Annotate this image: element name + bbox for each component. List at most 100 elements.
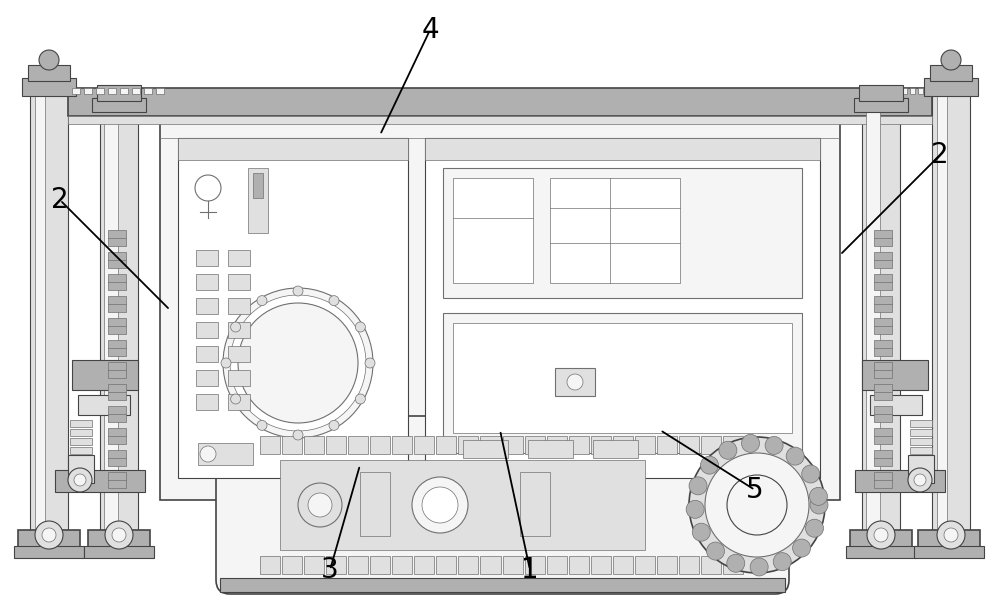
- Bar: [723, 556, 743, 574]
- Bar: [156, 88, 164, 94]
- Bar: [392, 556, 412, 574]
- Circle shape: [810, 496, 828, 514]
- Circle shape: [719, 441, 737, 460]
- Bar: [160, 120, 840, 500]
- Bar: [228, 322, 250, 338]
- Bar: [924, 78, 978, 96]
- Bar: [108, 318, 126, 334]
- Bar: [591, 436, 611, 454]
- Circle shape: [231, 394, 241, 404]
- Circle shape: [68, 468, 92, 492]
- Bar: [108, 230, 126, 246]
- Bar: [874, 362, 892, 378]
- Circle shape: [257, 420, 267, 431]
- Bar: [910, 429, 932, 436]
- Circle shape: [786, 447, 804, 465]
- Circle shape: [231, 322, 241, 332]
- Bar: [260, 436, 280, 454]
- Bar: [874, 340, 892, 356]
- Bar: [88, 530, 150, 548]
- Circle shape: [308, 493, 332, 517]
- Bar: [370, 436, 390, 454]
- Bar: [894, 88, 899, 94]
- Bar: [228, 298, 250, 314]
- Bar: [635, 556, 655, 574]
- Bar: [30, 85, 68, 535]
- Bar: [679, 556, 699, 574]
- Bar: [555, 368, 595, 396]
- Bar: [78, 395, 130, 415]
- Bar: [874, 230, 892, 246]
- Circle shape: [805, 519, 823, 537]
- Bar: [926, 88, 931, 94]
- Bar: [198, 443, 253, 465]
- Bar: [108, 252, 126, 268]
- Bar: [108, 406, 126, 422]
- Bar: [108, 362, 126, 378]
- Bar: [196, 322, 218, 338]
- Bar: [70, 438, 92, 445]
- Circle shape: [230, 295, 366, 431]
- Circle shape: [692, 523, 710, 541]
- Circle shape: [727, 554, 745, 572]
- Bar: [657, 436, 677, 454]
- Bar: [108, 428, 126, 444]
- Bar: [874, 428, 892, 444]
- Circle shape: [750, 558, 768, 576]
- Bar: [874, 252, 892, 268]
- Bar: [874, 384, 892, 400]
- Circle shape: [689, 437, 825, 573]
- Bar: [108, 472, 126, 488]
- Bar: [228, 394, 250, 410]
- Bar: [635, 436, 655, 454]
- Circle shape: [707, 542, 725, 560]
- Bar: [458, 556, 478, 574]
- Bar: [436, 556, 456, 574]
- Bar: [918, 88, 923, 94]
- Circle shape: [809, 487, 827, 505]
- Bar: [569, 436, 589, 454]
- Bar: [520, 472, 550, 536]
- Bar: [28, 65, 70, 81]
- Circle shape: [355, 322, 365, 332]
- Bar: [178, 138, 408, 478]
- Bar: [100, 105, 138, 535]
- Circle shape: [221, 358, 231, 368]
- Bar: [425, 138, 820, 160]
- Bar: [878, 88, 883, 94]
- Bar: [132, 88, 140, 94]
- Bar: [874, 296, 892, 312]
- Text: 2: 2: [51, 186, 69, 214]
- Circle shape: [773, 553, 791, 570]
- Bar: [701, 436, 721, 454]
- Circle shape: [701, 456, 719, 474]
- Bar: [910, 88, 915, 94]
- Bar: [253, 173, 263, 198]
- Circle shape: [223, 288, 373, 438]
- Bar: [97, 85, 141, 101]
- Bar: [870, 88, 875, 94]
- Bar: [874, 450, 892, 466]
- Bar: [453, 323, 792, 433]
- Bar: [701, 556, 721, 574]
- Bar: [908, 455, 934, 483]
- Bar: [178, 138, 408, 160]
- Circle shape: [35, 521, 63, 549]
- Circle shape: [42, 528, 56, 542]
- Bar: [902, 88, 907, 94]
- Bar: [70, 429, 92, 436]
- Bar: [854, 98, 908, 112]
- Text: 4: 4: [421, 16, 439, 44]
- Bar: [304, 556, 324, 574]
- Bar: [463, 440, 508, 458]
- Bar: [228, 346, 250, 362]
- Bar: [525, 556, 545, 574]
- Circle shape: [705, 453, 809, 557]
- Bar: [866, 110, 880, 530]
- Bar: [68, 455, 94, 483]
- Bar: [228, 370, 250, 386]
- Bar: [480, 436, 501, 454]
- Bar: [910, 438, 932, 445]
- Bar: [108, 296, 126, 312]
- Circle shape: [329, 420, 339, 431]
